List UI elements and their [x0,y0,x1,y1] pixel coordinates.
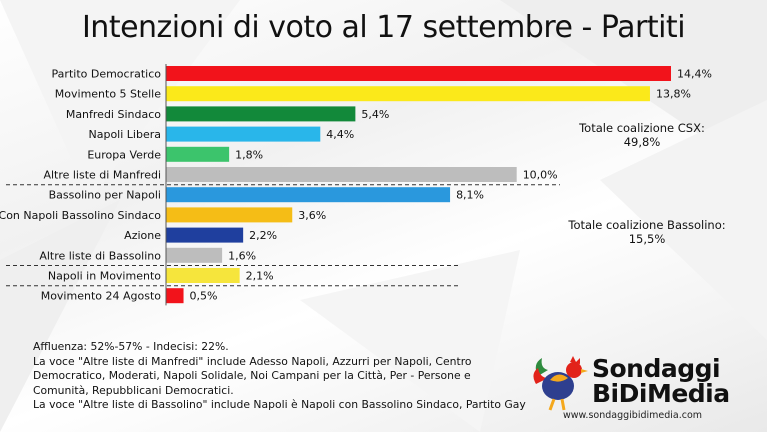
value-label: 1,6% [228,249,256,262]
category-label: Azione [124,229,161,242]
value-label: 0,5% [190,290,218,303]
bar-chart: Partito Democratico 14,4% Movimento 5 Stel… [0,64,712,306]
footnotes: Affluenza: 52%-57% - Indecisi: 22%. La v… [33,340,526,413]
value-label: 10,0% [523,169,558,182]
category-label: Altre liste di Manfredi [43,169,161,182]
value-label: 14,4% [677,68,712,81]
bassolino-total-note: Totale coalizione Bassolino: 15,5% [552,218,742,246]
category-label: Bassolino per Napoli [49,189,161,202]
bar [166,247,223,263]
value-label: 5,4% [361,108,389,121]
bar [166,227,244,243]
bar [166,167,517,182]
bar [166,126,321,142]
bar [166,86,650,102]
bar [166,187,451,203]
footnote-line: Affluenza: 52%-57% - Indecisi: 22%. [33,340,229,353]
csx-total-label: Totale coalizione CSX: [579,121,705,135]
chart-title: Intenzioni di voto al 17 settembre - Par… [81,10,686,45]
value-label: 1,8% [235,148,263,161]
footnote-line: La voce "Altre liste di Bassolino" inclu… [33,398,526,412]
value-label: 2,2% [249,229,277,242]
value-label: 8,1% [456,189,484,202]
category-label: Napoli in Movimento [48,270,161,283]
category-label: Con Napoli Bassolino Sindaco [0,209,161,222]
logo-text-line1: Sondaggi [592,354,721,383]
bar [166,146,230,162]
category-label: Partito Democratico [52,68,162,81]
value-label: 13,8% [656,88,691,101]
bar [166,106,356,122]
category-label: Altre liste di Bassolino [39,249,161,262]
footnote-line: Comunità, Repubblicani Democratici. [33,383,234,397]
category-label: Napoli Libera [89,128,162,141]
bassolino-total-value: 15,5% [628,232,666,246]
value-label: 2,1% [246,270,274,283]
csx-total-note: Totale coalizione CSX: 49,8% [562,121,722,149]
footnote-line: La voce "Altre liste di Manfredi" includ… [33,354,472,368]
bar [166,288,184,304]
bar [166,268,240,283]
csx-total-value: 49,8% [623,135,661,149]
category-label: Europa Verde [87,148,161,161]
category-label: Movimento 5 Stelle [55,88,161,101]
value-label: 3,6% [298,209,326,222]
category-label: Manfredi Sindaco [66,108,161,121]
category-label: Movimento 24 Agosto [41,290,162,303]
logo-text-line2: BiDiMedia [592,379,730,408]
bar [166,207,293,223]
rooster-logo-icon [533,356,588,411]
value-label: 4,4% [326,128,354,141]
logo-url: www.sondaggibidimedia.com [563,410,703,421]
footnote-line: Democratico, Moderati, Napoli Solidale, … [33,369,471,383]
bassolino-total-label: Totale coalizione Bassolino: [568,218,726,232]
bar [166,66,671,81]
brand-logo: Sondaggi BiDiMedia www.sondaggibidimedia… [530,352,760,432]
